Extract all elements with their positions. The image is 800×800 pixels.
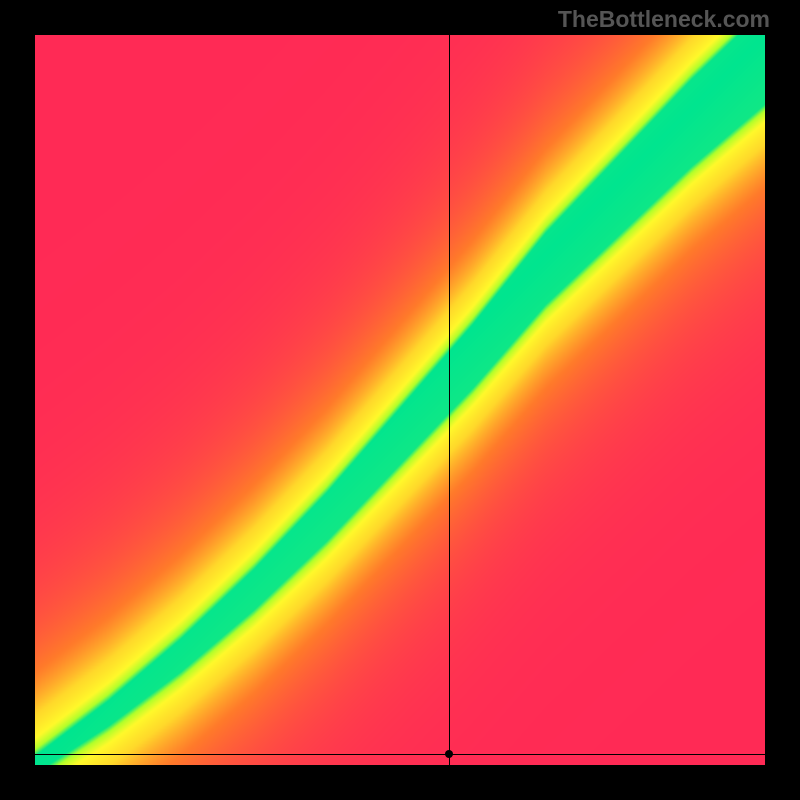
crosshair-vertical [449,35,450,780]
crosshair-marker [445,750,453,758]
heatmap-plot [35,35,765,765]
crosshair-horizontal [20,754,780,755]
watermark-text: TheBottleneck.com [558,6,770,33]
heatmap-canvas [35,35,765,765]
